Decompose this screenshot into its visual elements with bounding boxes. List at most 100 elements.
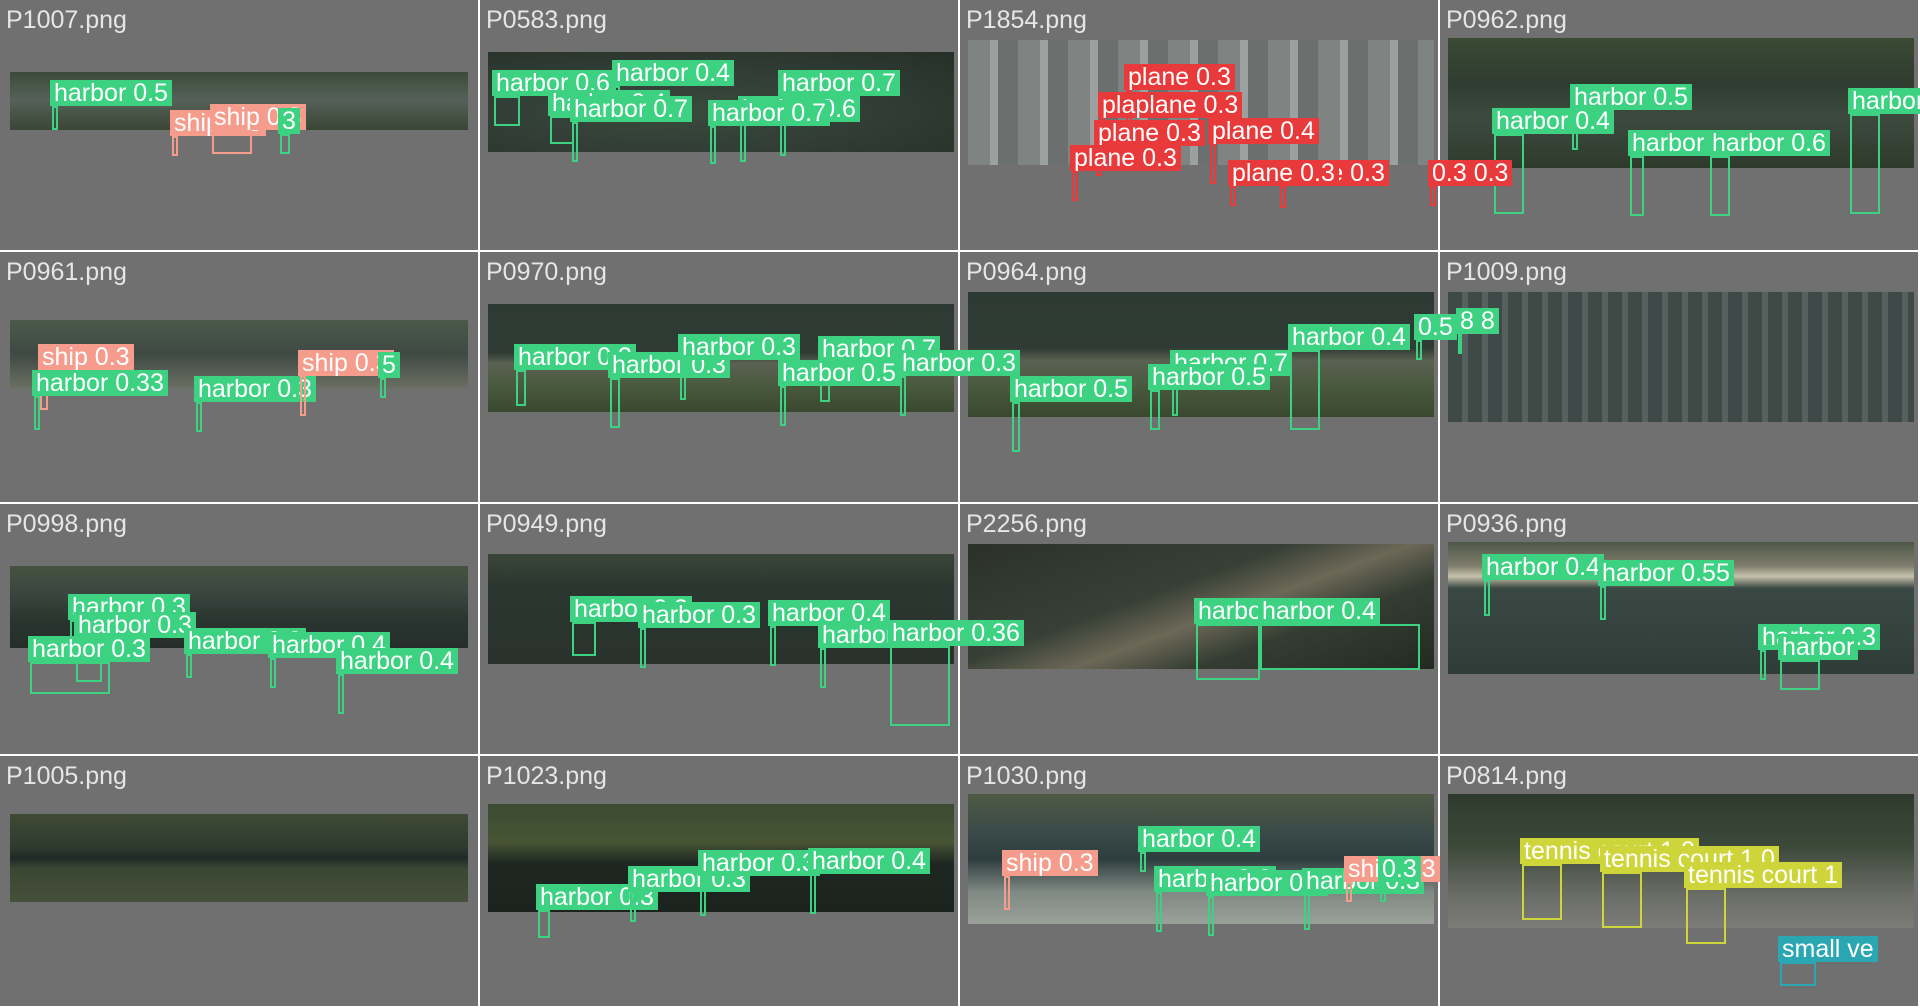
- detection-label: harbor 0.4: [808, 848, 930, 874]
- detection-plane: plane 0.3: [1278, 160, 1389, 208]
- detection-label: ship 0.3: [298, 350, 394, 376]
- detection-harbor: harbor 0.6: [492, 70, 614, 126]
- detection-label: harbor 0.4: [1138, 826, 1260, 852]
- detection-harbor: harbor 0.3: [194, 376, 316, 432]
- detection-harbor: harbor 0.4: [1258, 598, 1420, 670]
- bounding-box: [610, 378, 620, 428]
- bounding-box: [1380, 882, 1386, 902]
- tile-filename: P0583.png: [486, 6, 607, 34]
- bounding-box: [1210, 144, 1216, 184]
- tile-filename: P2256.png: [966, 510, 1087, 538]
- detection-harbor: harbor 0.3: [1206, 870, 1328, 936]
- bounding-box: [770, 626, 776, 666]
- bounding-box: [52, 106, 58, 130]
- bounding-box: [1260, 624, 1420, 670]
- detection-harbor: harbor 0.4: [1628, 130, 1750, 216]
- tile-filename: P1007.png: [6, 6, 127, 34]
- detection-ship: ship 0.3: [210, 104, 306, 154]
- bounding-box: [1780, 660, 1820, 690]
- tile-filename: P0814.png: [1446, 762, 1567, 790]
- detection-plane: plane 0.3: [1228, 160, 1339, 206]
- detection-label: harbor: [1848, 88, 1920, 114]
- detection-tennis-court: tennis court 1.0: [1600, 846, 1779, 928]
- detection-harbor: harbor 0.3: [184, 628, 306, 678]
- detection-tennis-court: tennis court 1: [1684, 862, 1843, 944]
- detection-label: harbor 0.3: [698, 850, 820, 876]
- detection-harbor: harbor 0.4: [768, 600, 890, 666]
- bounding-box: [810, 874, 816, 914]
- detection-label: harbor 0.3: [194, 376, 316, 402]
- detection-harbor: harbor: [1848, 88, 1920, 214]
- tile-p1009: P1009.png: [1440, 252, 1918, 502]
- detection-plane: plane 0.3: [1070, 145, 1181, 201]
- detection-ship: ship 0.3: [1002, 850, 1098, 910]
- bounding-box: [780, 386, 786, 426]
- bounding-box: [1290, 350, 1320, 430]
- bounding-box: [1196, 624, 1260, 680]
- tile-p2256: P2256.png harbor 0.3 harbor 0.4: [960, 504, 1438, 754]
- bounding-box: [494, 96, 520, 126]
- detection-harbor: harbor 0.3: [1154, 866, 1276, 932]
- detection-label: ship 0.3: [1002, 850, 1098, 876]
- tile-filename: P1023.png: [486, 762, 607, 790]
- bounding-box: [1484, 580, 1490, 616]
- tile-filename: P0970.png: [486, 258, 607, 286]
- bounding-box: [1458, 334, 1462, 354]
- bounding-box: [538, 910, 550, 938]
- bounding-box: [700, 876, 706, 916]
- bounding-box: [172, 136, 178, 156]
- detection-tennis-court: tennis court 1.0: [1520, 838, 1699, 920]
- detection-label: harbor 0.5: [778, 360, 900, 386]
- detection-label: harbor 0.3: [74, 612, 196, 638]
- detection-label: harbor 0.3: [678, 334, 800, 360]
- detection-label: harbor 0.5: [1148, 364, 1270, 390]
- detection-label: harbor 0.5: [1570, 84, 1692, 110]
- detection-label: harbor 0.7: [708, 100, 830, 126]
- detection-label: harbor 0.3: [28, 636, 150, 662]
- tile-filename: P1009.png: [1446, 258, 1567, 286]
- detection-harbor: 3: [278, 108, 300, 154]
- detection-harbor: harbor 0.3: [570, 596, 692, 656]
- tile-p1854: P1854.png plane 0.3 plaplane 0.3 plane 0.3 p…: [960, 0, 1513, 250]
- detection-label: plane 0.3: [1124, 64, 1235, 90]
- bounding-box: [212, 130, 252, 154]
- detection-label: harbor 0.3: [898, 350, 1020, 376]
- detection-harbor: harbor 0.5: [1010, 376, 1132, 452]
- bounding-box: [516, 370, 526, 406]
- tile-filename: P0949.png: [486, 510, 607, 538]
- tile-p1023: P1023.png harbor 0.3 harbor 0.3 harbor 0.3 h…: [480, 756, 958, 1006]
- detection-harbor: harbor 0.5: [1148, 364, 1270, 430]
- detection-label: harbor 0.4: [1492, 108, 1614, 134]
- detection-harbor: harbor 0.3: [638, 602, 760, 668]
- bounding-box: [380, 378, 386, 398]
- bounding-box: [270, 658, 276, 688]
- bounding-box: [1850, 114, 1880, 214]
- detection-label: harbor 0.4: [336, 648, 458, 674]
- tile-p0998: P0998.png harbor 0.3 harbor 0.3 harbor 0.3 h…: [0, 504, 478, 754]
- tile-filename: P0962.png: [1446, 6, 1567, 34]
- detection-harbor: harbor 0.3: [1194, 598, 1316, 680]
- detection-label: 0.3 0.3: [1428, 160, 1513, 186]
- detection-plane: plane 0.3: [1124, 64, 1235, 130]
- bounding-box: [1304, 894, 1310, 930]
- detection-label: harbor 0.5: [50, 80, 172, 106]
- detection-harbor: harbor 0.7: [570, 96, 692, 162]
- detection-plane: 0.3 0.3: [1428, 160, 1513, 206]
- detection-harbor: harbor 0.6: [738, 96, 860, 162]
- detection-harbor: 5: [378, 352, 400, 398]
- bounding-box: [1710, 156, 1730, 216]
- detection-label: harbor 0.4: [1482, 554, 1604, 580]
- bounding-box: [300, 376, 306, 416]
- detection-label: harbor 0.6: [1708, 130, 1830, 156]
- detection-label: harbor 0.3: [638, 602, 760, 628]
- bounding-box: [1346, 882, 1352, 902]
- detection-small-vehicle: small ve: [1778, 936, 1878, 986]
- bounding-box: [1760, 650, 1766, 680]
- detection-label: harbor 0.7: [778, 70, 900, 96]
- detection-label: 8 8: [1456, 308, 1499, 334]
- detection-harbor: harbor 0.3: [1302, 868, 1424, 930]
- detection-ship: ship 0.3: [1344, 856, 1440, 902]
